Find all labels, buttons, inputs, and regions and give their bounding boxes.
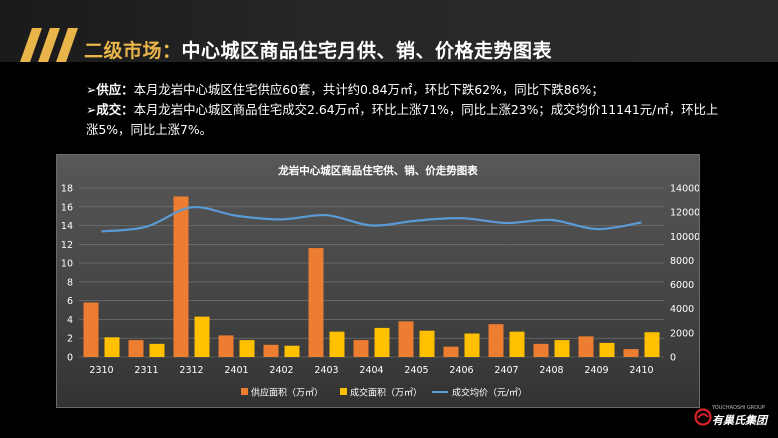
title-prefix: 二级市场： [84,40,182,62]
y-left-tick-label: 18 [61,184,73,195]
y-left-tick-label: 6 [67,296,73,307]
bar-supply [533,343,549,357]
bullet-deal-text: 本月龙岩中心城区商品住宅成交2.64万㎡，环比上涨71%，同比上涨23%；成交均… [86,102,719,137]
x-tick-label: 2402 [269,365,293,376]
price-line [101,205,642,233]
bar-supply [353,340,369,357]
y-right-tick-label: 10000 [670,232,699,243]
y-right-tick-label: 4000 [670,304,694,315]
x-tick-label: 2409 [584,365,608,376]
chart-svg: 龙岩中心城区商品住宅供、销、价走势图表 0 2 4 6 8 10 12 14 16 18 0 2000 4… [61,164,699,399]
legend-label: 成交均价（元/㎡） [452,387,527,399]
legend-label: 成交面积（万㎡） [350,387,422,399]
x-tick-label: 2404 [359,365,383,376]
y-right-tick-label: 8000 [670,256,694,267]
header-band [0,0,778,62]
y-left-tick-label: 2 [67,334,73,345]
bar-deal [149,343,165,357]
title-main: 中心城区商品住宅月供、销、价格走势图表 [181,40,553,62]
bar-deal [104,337,120,357]
y-right-tick-label: 0 [670,353,676,364]
bar-deal [419,330,435,357]
logo-mark-icon [694,408,712,426]
bar-supply [128,340,144,357]
bar-supply [578,336,594,357]
bar-deal [509,331,525,357]
bar-supply [218,335,234,357]
bar-supply [488,324,504,357]
bar-deal [464,333,480,357]
y-right-tick-label: 6000 [670,280,694,291]
bar-supply [173,196,189,357]
bar-supply [83,302,99,357]
x-tick-label: 2406 [449,365,473,376]
y-left-tick-label: 4 [67,315,73,326]
y-left-tick-label: 0 [67,353,73,364]
company-logo: YOUCHAOSHI GROUP 有巢氏集团 [694,404,774,434]
y-left-tick-label: 12 [61,240,73,251]
x-tick-label: 2410 [629,365,653,376]
x-tick-label: 2401 [224,365,248,376]
x-tick-label: 2311 [134,365,158,376]
bar-deal [374,327,390,357]
x-tick-label: 2312 [179,365,203,376]
bullet-supply-text: 本月龙岩中心城区住宅供应60套，共计约0.84万㎡，环比下跌62%，同比下跌86… [133,82,604,97]
chart-panel: 龙岩中心城区商品住宅供、销、价走势图表 0 2 4 6 8 10 12 14 16 18 0 2000 4… [56,154,700,408]
bar-supply [443,346,459,357]
x-tick-label: 2408 [539,365,563,376]
bar-deal [644,332,660,357]
y-right-tick-label: 2000 [670,328,694,339]
logo-chinese: 有巢氏集团 [712,414,767,427]
bar-supply [263,344,279,357]
x-tick-label: 2403 [314,365,338,376]
x-tick-label: 2405 [404,365,428,376]
bar-deal [554,340,570,357]
bullet-deal: ➢成交：本月龙岩中心城区商品住宅成交2.64万㎡，环比上涨71%，同比上涨23%… [86,100,726,140]
bar-supply [398,321,414,357]
legend-swatch [241,388,248,395]
x-tick-label: 2407 [494,365,518,376]
bullet-supply-lead: ➢供应： [86,82,134,97]
x-tick-label: 2310 [89,365,113,376]
bar-deal [239,340,255,357]
page-title: 二级市场：中心城区商品住宅月供、销、价格走势图表 [84,36,552,63]
bar-deal [194,316,210,357]
y-right-tick-label: 12000 [670,208,699,219]
chart-title: 龙岩中心城区商品住宅供、销、价走势图表 [277,164,478,177]
bar-supply [623,349,639,357]
header-stripes [20,28,78,62]
bar-deal [284,345,300,357]
bullet-deal-lead: ➢成交： [86,102,134,117]
bar-deal [599,342,615,357]
y-left-tick-label: 8 [67,277,73,288]
summary-bullets: ➢供应：本月龙岩中心城区住宅供应60套，共计约0.84万㎡，环比下跌62%，同比… [86,80,726,140]
legend-swatch [340,388,347,395]
bullet-supply: ➢供应：本月龙岩中心城区住宅供应60套，共计约0.84万㎡，环比下跌62%，同比… [86,80,726,100]
y-right-tick-label: 14000 [670,184,699,195]
legend-label: 供应面积（万㎡） [251,387,323,399]
y-left-tick-label: 10 [61,259,73,270]
logo-english: YOUCHAOSHI GROUP [712,405,765,411]
bar-deal [329,331,345,357]
y-left-tick-label: 14 [61,221,73,232]
bar-supply [308,248,324,357]
y-left-tick-label: 16 [61,202,73,213]
